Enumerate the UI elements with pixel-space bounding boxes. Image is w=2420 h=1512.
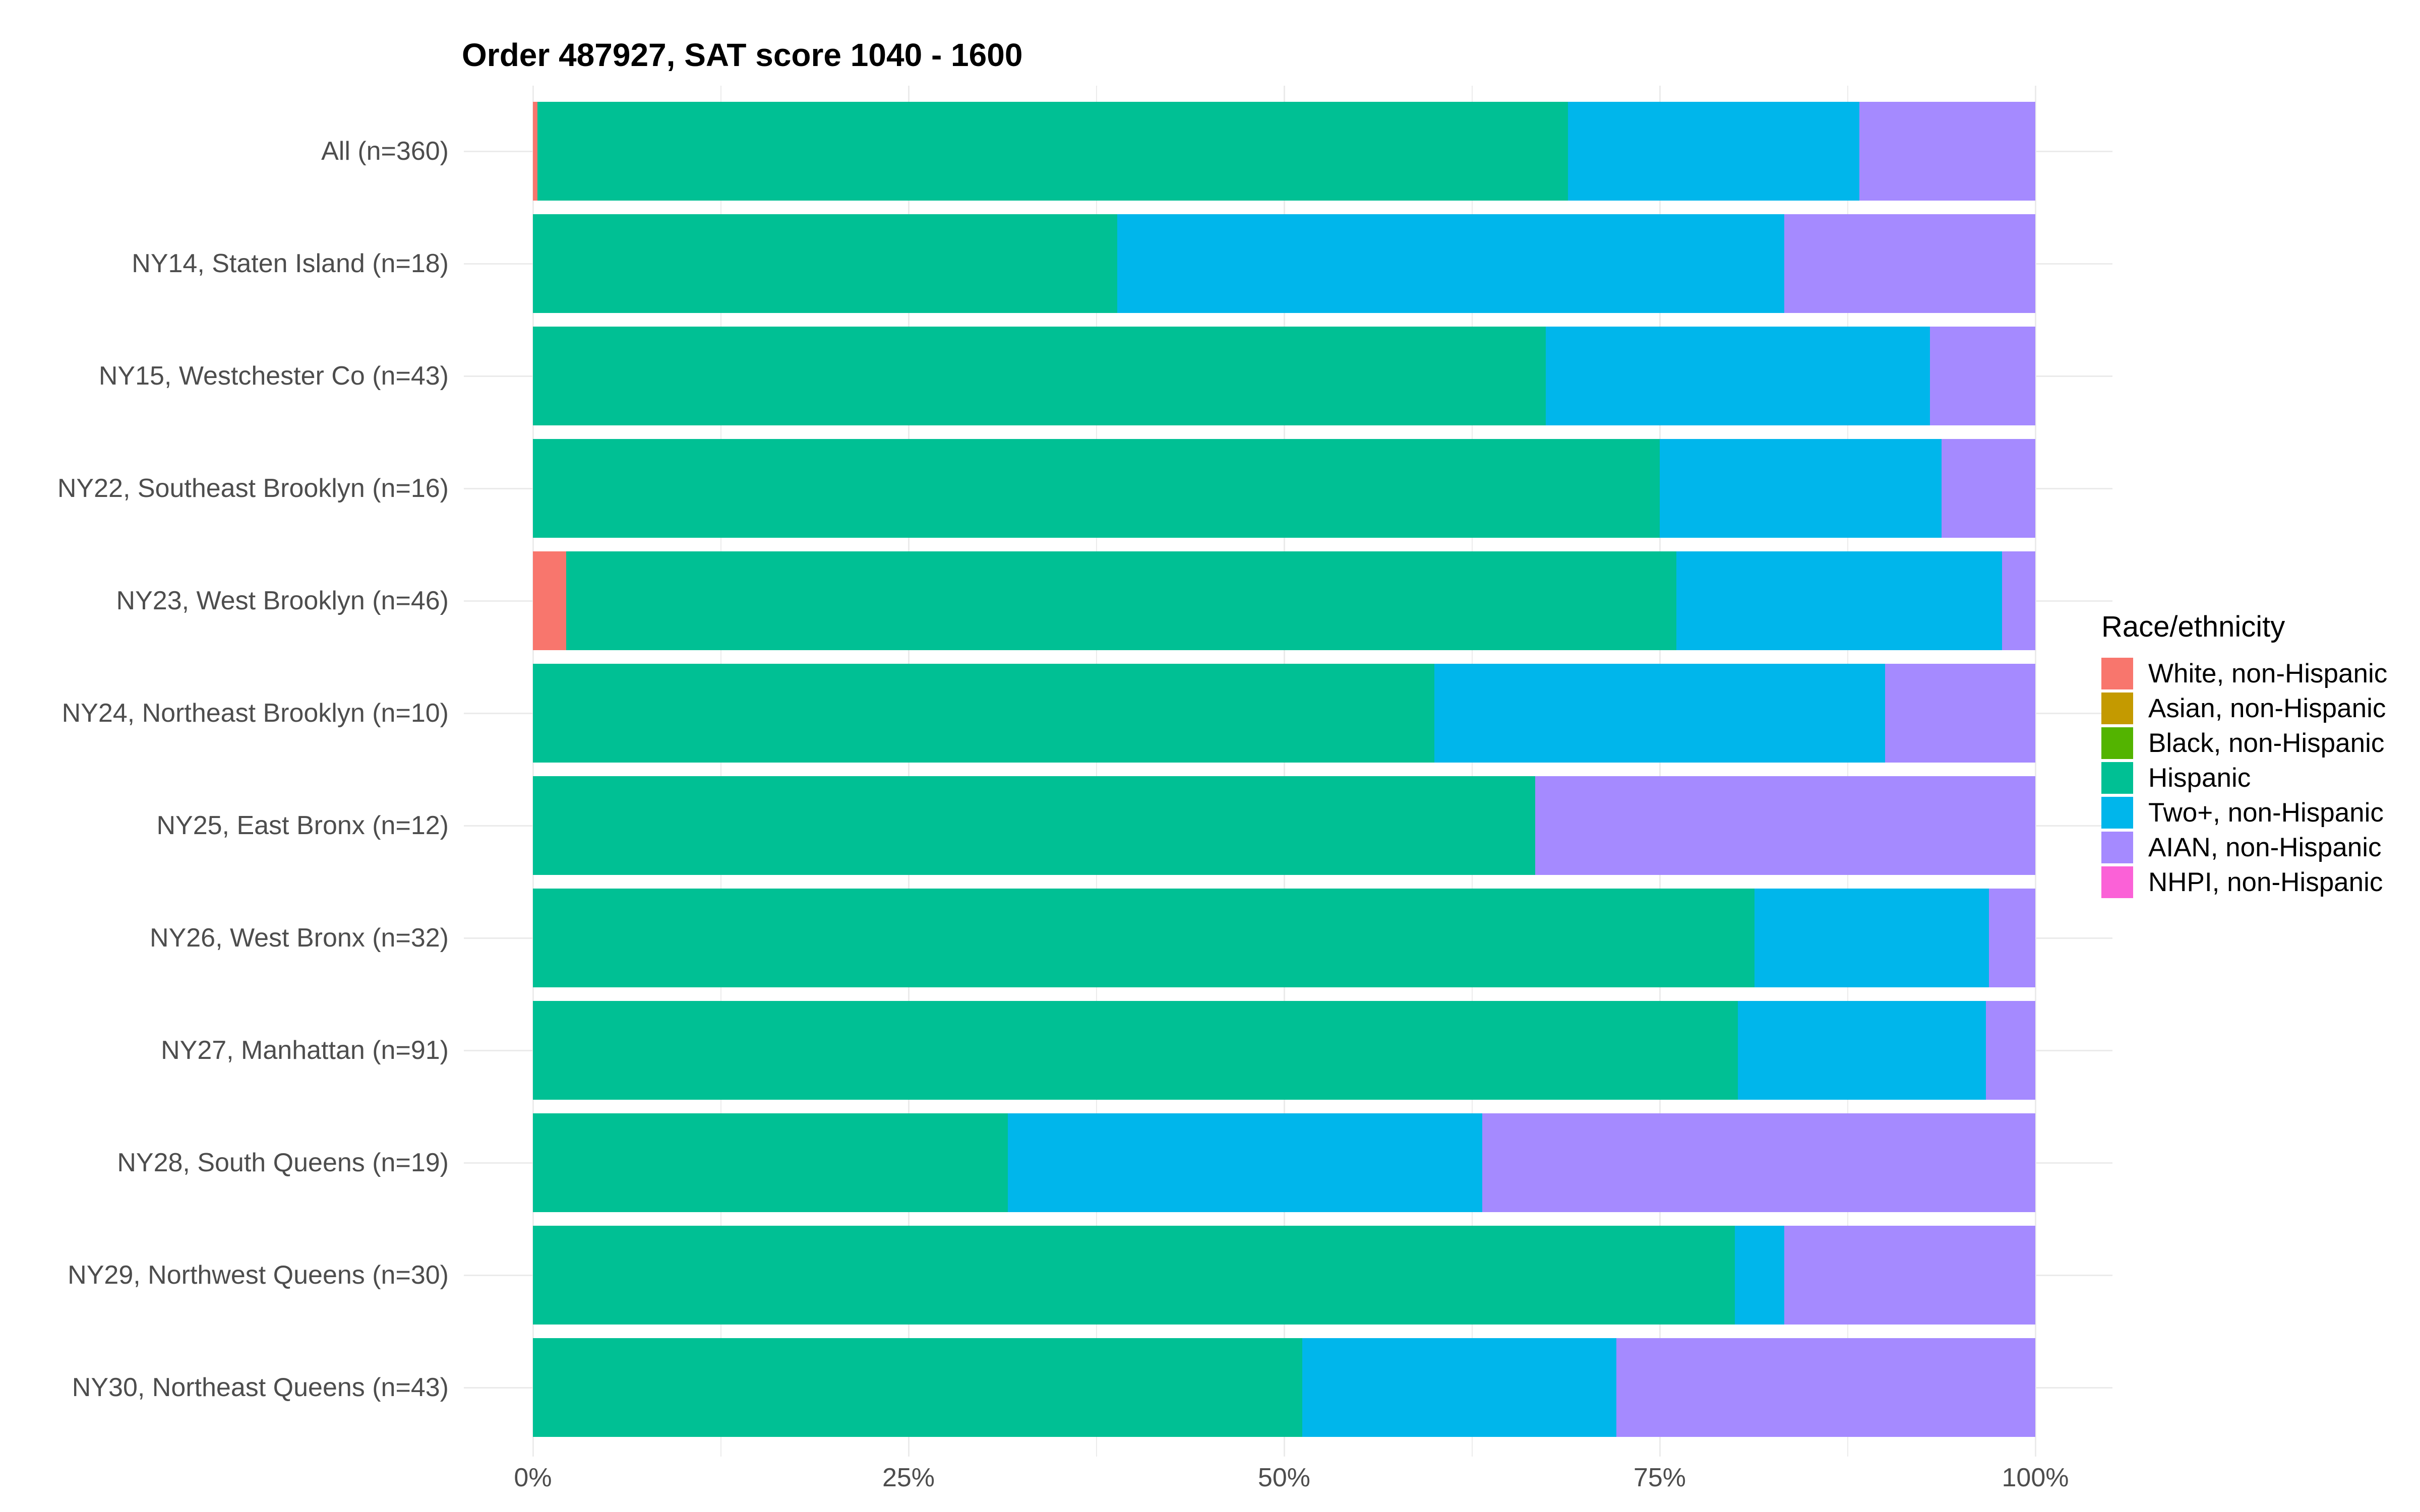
gridline-vertical-minor xyxy=(1471,86,1473,1457)
bar-segment xyxy=(1302,1338,1616,1437)
bar-segment xyxy=(533,102,537,201)
legend-label: NHPI, non-Hispanic xyxy=(2148,867,2383,897)
bar-segment xyxy=(1885,664,2035,763)
bar-segment xyxy=(533,551,566,650)
legend-items: White, non-Hispanic Asian, non-Hispanic Bl… xyxy=(2101,658,2387,898)
y-axis-label: NY24, Northeast Brooklyn (n=10) xyxy=(62,699,449,728)
legend-swatch-aian-non-hispanic xyxy=(2101,832,2133,863)
y-axis-label: NY30, Northeast Queens (n=43) xyxy=(72,1373,449,1402)
bar-segment xyxy=(537,102,1568,201)
bar-segment xyxy=(1616,1338,2035,1437)
y-axis-label: All (n=360) xyxy=(321,137,449,166)
x-tick-label: 100% xyxy=(2002,1463,2069,1492)
bar-segment xyxy=(1735,1226,1785,1325)
legend-label: Two+, non-Hispanic xyxy=(2148,798,2384,828)
bar-segment xyxy=(1568,102,1860,201)
bar-segment xyxy=(1737,1001,1986,1100)
bar-segment xyxy=(1545,327,1930,425)
y-axis-label: NY29, Northwest Queens (n=30) xyxy=(68,1261,449,1290)
x-tick-label: 75% xyxy=(1633,1463,1686,1492)
y-axis-label: NY27, Manhattan (n=91) xyxy=(161,1036,449,1065)
legend-item: AIAN, non-Hispanic xyxy=(2101,832,2387,863)
gridline-vertical-minor xyxy=(1847,86,1848,1457)
bar-segment xyxy=(1941,439,2035,538)
bar-segment xyxy=(533,214,1118,313)
bar-segment xyxy=(1930,327,2035,425)
bar-segment xyxy=(1676,551,2003,650)
y-axis-label: NY25, East Bronx (n=12) xyxy=(156,811,449,840)
y-axis-label: NY15, Westchester Co (n=43) xyxy=(98,361,449,391)
legend-swatch-black-non-hispanic xyxy=(2101,727,2133,759)
bar-segment xyxy=(533,327,1546,425)
gridline-vertical-major xyxy=(532,86,534,1457)
bar-segment xyxy=(533,776,1535,875)
bar-segment xyxy=(533,1226,1735,1325)
y-axis-label: NY26, West Bronx (n=32) xyxy=(150,923,449,953)
legend-label: Black, non-Hispanic xyxy=(2148,728,2385,758)
bar-segment xyxy=(1660,439,1942,538)
bar-segment xyxy=(533,439,1660,538)
gridline-vertical-major xyxy=(908,86,910,1457)
legend-label: AIAN, non-Hispanic xyxy=(2148,833,2382,862)
y-axis-label: NY14, Staten Island (n=18) xyxy=(132,249,449,278)
legend-item: Hispanic xyxy=(2101,762,2387,794)
bar-segment xyxy=(2002,551,2035,650)
legend-item: Asian, non-Hispanic xyxy=(2101,692,2387,724)
bar-segment xyxy=(1784,214,2035,313)
gridline-vertical-minor xyxy=(1096,86,1097,1457)
gridline-vertical-major xyxy=(1283,86,1285,1457)
y-axis-label: NY28, South Queens (n=19) xyxy=(117,1148,449,1177)
legend-item: White, non-Hispanic xyxy=(2101,658,2387,689)
bar-segment xyxy=(1985,1001,2035,1100)
bar-segment xyxy=(566,551,1676,650)
bar-segment xyxy=(1535,776,2035,875)
legend-swatch-nhpi-non-hispanic xyxy=(2101,866,2133,898)
legend-item: NHPI, non-Hispanic xyxy=(2101,866,2387,898)
bar-segment xyxy=(1784,1226,2035,1325)
legend-label: White, non-Hispanic xyxy=(2148,659,2388,688)
legend-item: Black, non-Hispanic xyxy=(2101,727,2387,759)
y-axis-label: NY22, Southeast Brooklyn (n=16) xyxy=(57,474,449,503)
x-tick-label: 25% xyxy=(882,1463,935,1492)
bar-segment xyxy=(1434,664,1885,763)
legend-swatch-two-non-hispanic xyxy=(2101,797,2133,829)
x-tick-label: 50% xyxy=(1257,1463,1311,1492)
legend-label: Hispanic xyxy=(2148,763,2251,793)
gridline-vertical-minor xyxy=(720,86,721,1457)
bar-segment xyxy=(1007,1113,1483,1212)
legend-item: Two+, non-Hispanic xyxy=(2101,797,2387,829)
legend-swatch-hispanic xyxy=(2101,762,2133,794)
legend-swatch-white-non-hispanic xyxy=(2101,658,2133,689)
legend: Race/ethnicity White, non-Hispanic Asian,… xyxy=(2101,610,2387,901)
bar-segment xyxy=(533,1001,1738,1100)
bar-segment xyxy=(533,889,1754,987)
bar-segment xyxy=(1988,889,2035,987)
legend-title: Race/ethnicity xyxy=(2101,610,2285,643)
x-tick-label: 0% xyxy=(514,1463,552,1492)
legend-label: Asian, non-Hispanic xyxy=(2148,694,2386,723)
bar-segment xyxy=(1859,102,2035,201)
bar-segment xyxy=(1482,1113,2035,1212)
bar-segment xyxy=(533,1338,1302,1437)
bar-segment xyxy=(1117,214,1785,313)
legend-swatch-asian-non-hispanic xyxy=(2101,692,2133,724)
bar-segment xyxy=(533,664,1434,763)
gridline-vertical-major xyxy=(1659,86,1661,1457)
y-axis-label: NY23, West Brooklyn (n=46) xyxy=(116,586,449,615)
chart-title: Order 487927, SAT score 1040 - 1600 xyxy=(462,37,1023,73)
gridline-vertical-major xyxy=(2034,86,2036,1457)
bar-segment xyxy=(533,1113,1008,1212)
bar-segment xyxy=(1754,889,1989,987)
plot-panel xyxy=(464,86,2112,1457)
